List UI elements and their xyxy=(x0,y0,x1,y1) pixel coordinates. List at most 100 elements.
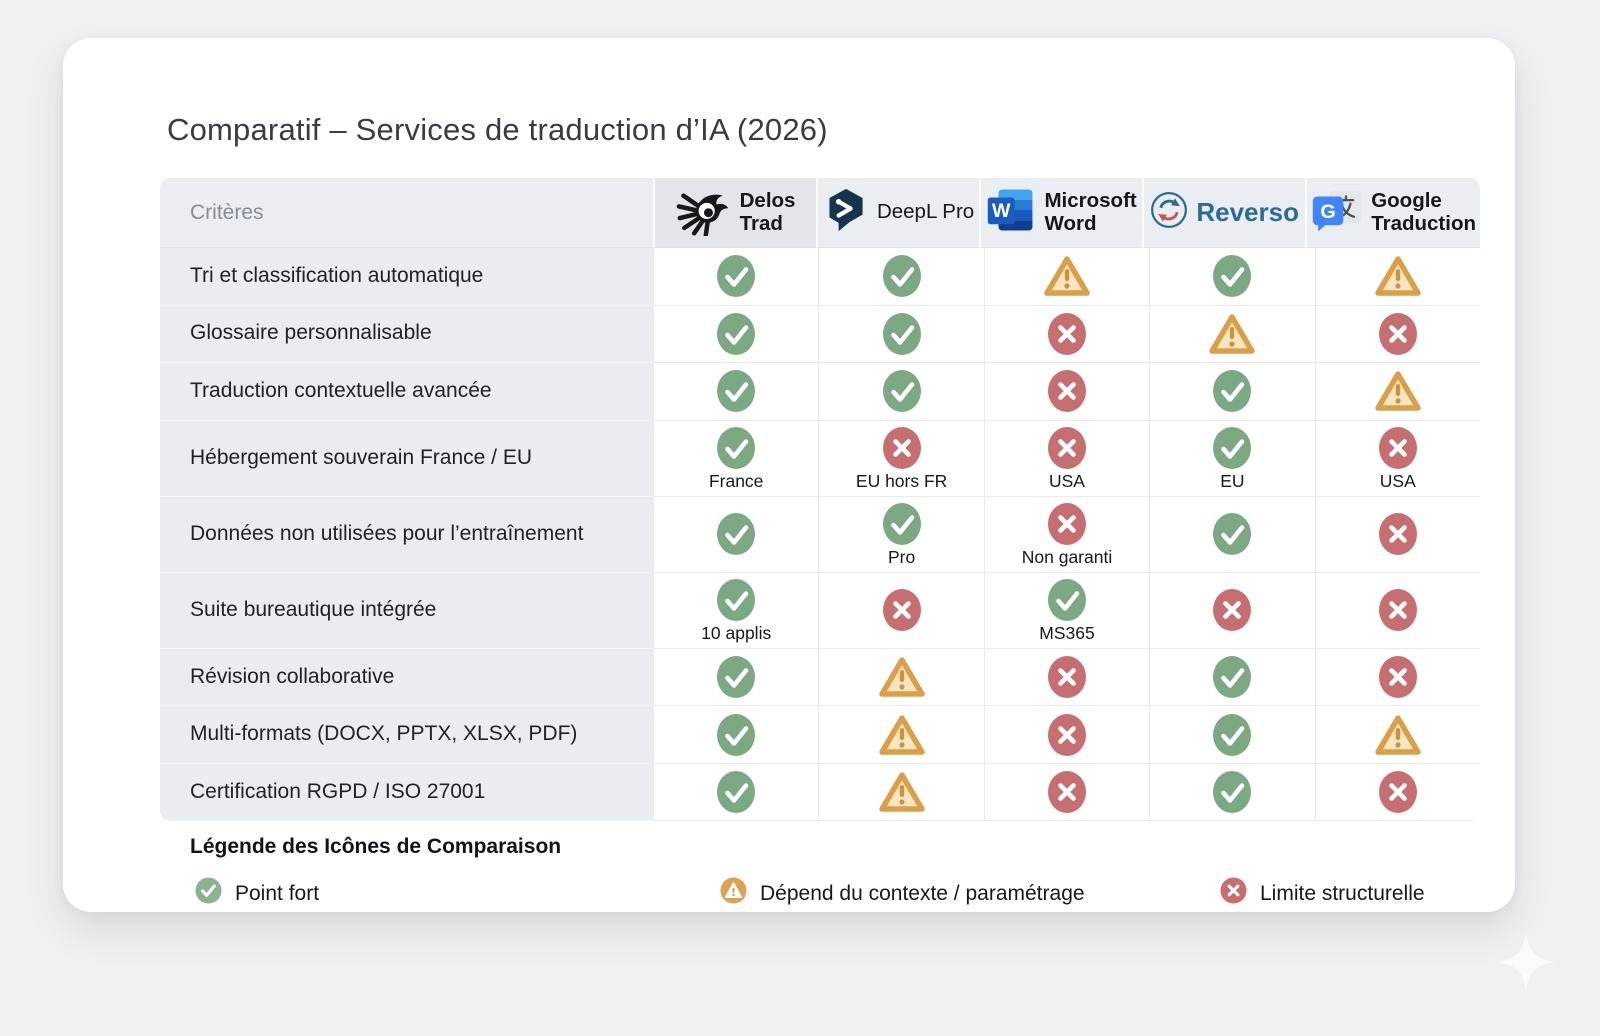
check-icon xyxy=(717,426,756,469)
status-cell xyxy=(653,363,819,421)
status-cell xyxy=(653,305,819,363)
status-cell xyxy=(818,363,984,421)
check-icon xyxy=(1213,656,1252,699)
check-icon xyxy=(882,502,921,545)
comparison-table: Critères xyxy=(160,178,1480,822)
cross-circle-icon xyxy=(1220,877,1247,910)
cross-icon xyxy=(882,589,921,632)
cross-icon xyxy=(1047,713,1086,756)
check-circle-icon xyxy=(195,877,222,910)
status-cell xyxy=(1314,363,1480,421)
status-cell xyxy=(983,763,1150,822)
microsoft-word-logo-icon: W xyxy=(986,186,1036,239)
cross-icon xyxy=(882,426,921,469)
cross-icon xyxy=(1378,656,1417,699)
sparkle-icon xyxy=(1492,930,1560,1007)
status-cell xyxy=(983,648,1150,707)
legend: Légende des Icônes de Comparaison Point … xyxy=(160,835,1480,921)
check-icon xyxy=(882,255,921,298)
service-name: Delos Trad xyxy=(739,188,796,235)
status-cell xyxy=(983,706,1150,764)
legend-label: Limite structurelle xyxy=(1260,881,1425,905)
svg-text:W: W xyxy=(992,200,1011,222)
cross-icon xyxy=(1378,426,1417,469)
cross-icon xyxy=(1047,502,1086,545)
check-icon xyxy=(717,312,756,355)
legend-label: Dépend du contexte / paramétrage xyxy=(760,881,1085,905)
check-icon xyxy=(717,656,756,699)
status-cell xyxy=(818,648,984,707)
status-cell: EU xyxy=(1149,420,1315,497)
status-cell: EU hors FR xyxy=(818,420,984,497)
column-header-reverso: Reverso xyxy=(1142,178,1306,248)
status-cell xyxy=(818,763,984,822)
status-cell xyxy=(1149,706,1315,764)
warning-icon xyxy=(878,714,925,755)
status-cell xyxy=(1149,648,1315,707)
table-body: Tri et classification automatique Glossa… xyxy=(160,248,1480,822)
check-icon xyxy=(882,370,921,413)
status-cell: 10 applis xyxy=(653,572,819,649)
status-cell: USA xyxy=(1314,420,1480,497)
warning-icon xyxy=(878,772,925,812)
status-cell xyxy=(1314,496,1480,573)
deepl-logo-icon xyxy=(823,186,869,239)
criterion-label: Données non utilisées pour l’entraînemen… xyxy=(160,496,653,573)
status-note: MS365 xyxy=(1039,622,1095,643)
table-row: Multi-formats (DOCX, PPTX, XLSX, PDF) xyxy=(160,706,1480,764)
criteria-column-header: Critères xyxy=(160,178,653,248)
warning-icon xyxy=(1375,714,1421,755)
legend-label: Point fort xyxy=(235,881,320,905)
service-name: Microsoft Word xyxy=(1044,188,1137,235)
check-icon xyxy=(1213,713,1252,756)
criterion-label: Glossaire personnalisable xyxy=(160,305,653,363)
table-row: Traduction contextuelle avancée xyxy=(160,363,1480,421)
google-translate-logo-icon: G xyxy=(1311,189,1363,236)
cross-icon xyxy=(1047,656,1086,699)
check-icon xyxy=(717,578,756,621)
status-note: 10 applis xyxy=(701,622,772,643)
table-header: Critères xyxy=(160,178,1480,248)
status-note: EU xyxy=(1220,470,1245,491)
status-cell xyxy=(983,363,1150,421)
criterion-label: Certification RGPD / ISO 27001 xyxy=(160,763,653,822)
table-row: Glossaire personnalisable xyxy=(160,305,1480,363)
warning-circle-icon xyxy=(720,877,747,910)
criterion-label: Traduction contextuelle avancée xyxy=(160,363,653,421)
delos-trad-logo-icon xyxy=(676,184,732,241)
table-row: Certification RGPD / ISO 27001 xyxy=(160,763,1480,822)
check-icon xyxy=(717,713,756,756)
status-cell xyxy=(1314,648,1480,707)
service-name: Google Traduction xyxy=(1371,188,1476,235)
table-row: Hébergement souverain France / EU France… xyxy=(160,420,1480,497)
check-icon xyxy=(1213,370,1252,413)
criterion-label: Suite bureautique intégrée xyxy=(160,572,653,649)
status-cell xyxy=(1149,248,1315,306)
column-header-google-traduction: G Google Traduction xyxy=(1305,178,1480,248)
status-cell xyxy=(1149,363,1315,421)
status-cell xyxy=(818,572,984,649)
status-note: USA xyxy=(1049,470,1085,491)
criterion-label: Révision collaborative xyxy=(160,648,653,707)
cross-icon xyxy=(1378,771,1417,814)
comparison-card: Comparatif – Services de traduction d’IA… xyxy=(63,38,1515,912)
svg-text:G: G xyxy=(1321,201,1336,223)
status-cell xyxy=(983,305,1150,363)
legend-item-limite-structurelle: Limite structurelle xyxy=(1220,877,1425,910)
legend-item-depend-contexte: Dépend du contexte / paramétrage xyxy=(720,877,1085,910)
status-cell: USA xyxy=(983,420,1150,497)
status-note: USA xyxy=(1379,470,1416,491)
table-row: Tri et classification automatique xyxy=(160,248,1480,306)
cross-icon xyxy=(1378,312,1417,355)
status-cell: MS365 xyxy=(983,572,1150,649)
legend-title: Légende des Icônes de Comparaison xyxy=(190,835,562,859)
cross-icon xyxy=(1047,370,1086,413)
reverso-logo-icon xyxy=(1150,191,1188,234)
legend-item-point-fort: Point fort xyxy=(195,877,319,910)
cross-icon xyxy=(1378,589,1417,632)
status-note: EU hors FR xyxy=(855,470,948,491)
cross-icon xyxy=(1378,513,1417,556)
criterion-label: Multi-formats (DOCX, PPTX, XLSX, PDF) xyxy=(160,706,653,764)
table-row: Données non utilisées pour l’entraînemen… xyxy=(160,496,1480,573)
criterion-label: Tri et classification automatique xyxy=(160,248,653,306)
